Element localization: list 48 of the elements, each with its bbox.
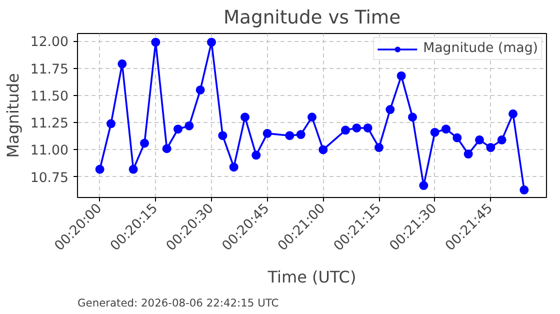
point: [207, 38, 216, 47]
point: [464, 150, 473, 159]
point: [318, 145, 328, 154]
legend-label: Magnitude (mag): [423, 41, 538, 56]
point: [475, 135, 484, 144]
point: [508, 109, 518, 118]
y-tick-label: 11.25: [30, 116, 68, 132]
point: [151, 38, 160, 47]
y-tick-label: 12.00: [30, 35, 68, 50]
point: [118, 59, 127, 68]
point: [352, 124, 362, 132]
point: [497, 135, 506, 144]
point: [442, 124, 450, 134]
point: [140, 138, 149, 148]
point: [296, 130, 306, 139]
y-tick-label: 11.00: [30, 144, 68, 159]
point: [218, 131, 228, 140]
point: [396, 71, 406, 80]
point: [486, 143, 496, 152]
y-tick-label: 10.75: [30, 170, 68, 186]
point: [285, 131, 294, 140]
point: [363, 124, 372, 132]
point: [240, 112, 250, 122]
point: [430, 128, 440, 137]
text: Generated: 2026-08-06 22:42:15 UTC: [78, 296, 279, 310]
chart-title: Magnitude vs Time: [223, 8, 401, 28]
point: [95, 164, 104, 174]
y-tick-label: 11.75: [30, 62, 68, 78]
point: [229, 162, 238, 172]
point: [196, 85, 205, 94]
point: [252, 150, 261, 160]
point: [374, 143, 384, 152]
point: [128, 164, 138, 174]
point: [106, 119, 116, 128]
point: [262, 128, 272, 138]
point: [452, 133, 462, 142]
y-tick-label: 11.50: [30, 89, 68, 104]
point: [162, 144, 172, 154]
point: [184, 121, 194, 130]
point: [341, 126, 350, 135]
point: [174, 124, 182, 134]
point: [386, 105, 395, 114]
x-axis-title: Time (UTC): [266, 267, 356, 286]
point: [408, 112, 417, 122]
y-axis-title: Magnitude: [3, 73, 22, 158]
point: [419, 181, 428, 190]
point: [308, 112, 316, 122]
point: [520, 185, 529, 194]
